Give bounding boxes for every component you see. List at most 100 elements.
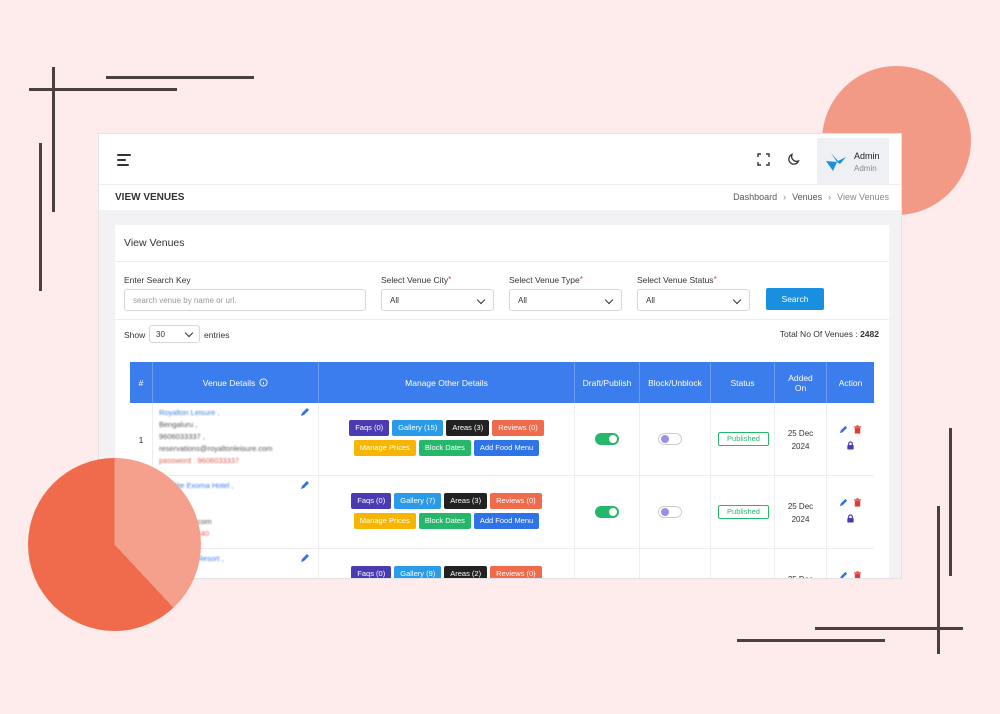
breadcrumb-venues[interactable]: Venues — [792, 192, 823, 202]
edit-pencil-icon[interactable] — [300, 407, 310, 417]
breadcrumb-dashboard[interactable]: Dashboard — [733, 192, 778, 202]
added-on-year: 2024 — [791, 514, 810, 524]
search-input[interactable]: search venue by name or url. — [124, 289, 366, 311]
edit-pencil-icon[interactable] — [839, 571, 848, 578]
row-index: 1 — [130, 403, 153, 476]
faqs-button[interactable]: Faqs (0) — [351, 493, 392, 509]
decor-line — [29, 88, 177, 91]
type-select-value: All — [518, 296, 527, 305]
info-icon[interactable] — [259, 378, 268, 387]
trash-icon[interactable] — [853, 425, 862, 434]
search-button[interactable]: Search — [766, 288, 824, 310]
areas-button[interactable]: Areas (2) — [444, 566, 488, 578]
decor-line — [949, 428, 952, 576]
manage-details-cell: Faqs (0) Gallery (9) Areas (2) Reviews (… — [319, 549, 575, 578]
added-on-day: 25 Dec — [787, 501, 814, 511]
col-action: Action — [838, 377, 863, 388]
add-food-menu-button[interactable]: Add Food Menu — [473, 440, 540, 456]
status-cell: Published — [711, 549, 775, 578]
entries-label: entries — [204, 330, 230, 340]
table-row: ...Club and Resort , Faqs (0) Gallery (9… — [130, 549, 874, 578]
reviews-button[interactable]: Reviews (0) — [490, 493, 542, 509]
venue-details-cell: Royalton Leisure , Bengaluru , 960603333… — [153, 403, 319, 476]
action-cell — [827, 476, 874, 549]
chevron-down-icon — [732, 295, 742, 305]
added-on-day: 25 Dec — [787, 428, 814, 438]
total-venues: Total No Of Venues : 2482 — [779, 329, 879, 339]
brand-bird-icon — [826, 153, 846, 171]
edit-pencil-icon[interactable] — [839, 425, 848, 434]
reviews-button[interactable]: Reviews (0) — [492, 420, 544, 436]
user-role: Admin — [854, 164, 877, 173]
status-select-value: All — [646, 296, 655, 305]
lock-icon[interactable] — [846, 441, 855, 450]
publish-toggle[interactable] — [595, 433, 619, 445]
city-select[interactable]: All — [381, 289, 494, 311]
block-dates-button[interactable]: Block Dates — [418, 440, 471, 456]
edit-pencil-icon[interactable] — [300, 553, 310, 563]
add-food-menu-button[interactable]: Add Food Menu — [473, 513, 540, 529]
areas-button[interactable]: Areas (3) — [444, 493, 488, 509]
edit-pencil-icon[interactable] — [300, 480, 310, 490]
manage-details-cell: Faqs (0) Gallery (15) Areas (3) Reviews … — [319, 403, 575, 476]
decor-pie — [28, 458, 201, 631]
gallery-button[interactable]: Gallery (9) — [394, 566, 442, 578]
entries-per-page-value: 30 — [156, 330, 165, 339]
search-label: Enter Search Key — [124, 275, 191, 285]
faqs-button[interactable]: Faqs (0) — [351, 566, 392, 578]
lock-icon[interactable] — [846, 514, 855, 523]
reviews-button[interactable]: Reviews (0) — [490, 566, 542, 578]
col-manage-other-details: Manage Other Details — [319, 362, 575, 403]
table-row: Paarlite Exoma Hotel , ...aluru , ...084… — [130, 476, 874, 549]
block-dates-button[interactable]: Block Dates — [418, 513, 471, 529]
breadcrumb: Dashboard › Venues › View Venues — [733, 192, 889, 202]
dark-mode-moon-icon[interactable] — [787, 152, 801, 166]
user-profile-menu[interactable]: Admin Admin — [817, 138, 889, 184]
publish-toggle[interactable] — [595, 506, 619, 518]
hamburger-menu-icon[interactable] — [117, 154, 131, 166]
type-select[interactable]: All — [509, 289, 622, 311]
manage-details-cell: Faqs (0) Gallery (7) Areas (3) Reviews (… — [319, 476, 575, 549]
col-index: # — [130, 362, 153, 403]
edit-pencil-icon[interactable] — [839, 498, 848, 507]
table-header: # Venue Details Manage Other Details Dra… — [130, 362, 874, 403]
table-row: 1 Royalton Leisure , Bengaluru , 9606033… — [130, 403, 874, 476]
col-added-on: Added On — [775, 362, 827, 403]
decor-line — [106, 76, 254, 79]
faqs-button[interactable]: Faqs (0) — [349, 420, 390, 436]
col-draft-publish: Draft/Publish — [575, 362, 640, 403]
status-cell: Published — [711, 403, 775, 476]
city-label: Select Venue City* — [381, 275, 452, 285]
status-badge: Published — [718, 432, 769, 446]
trash-icon[interactable] — [853, 498, 862, 507]
decor-line — [52, 67, 55, 212]
block-toggle[interactable] — [658, 506, 682, 518]
manage-prices-button[interactable]: Manage Prices — [353, 440, 416, 456]
decor-line — [39, 143, 42, 291]
chevron-down-icon — [476, 295, 486, 305]
status-cell: Published — [711, 476, 775, 549]
admin-app-window: Admin Admin VIEW VENUES Dashboard › Venues… — [99, 134, 901, 578]
draft-publish-cell — [575, 476, 640, 549]
venue-email: reservations@royaltonleisure.com — [159, 444, 273, 453]
venue-name[interactable]: Paarlite Exoma Hotel , — [159, 481, 234, 490]
divider — [115, 261, 889, 262]
venue-name[interactable]: Royalton Leisure , — [159, 408, 220, 417]
gallery-button[interactable]: Gallery (7) — [394, 493, 442, 509]
gallery-button[interactable]: Gallery (15) — [392, 420, 444, 436]
entries-per-page-select[interactable]: 30 — [149, 325, 200, 343]
manage-prices-button[interactable]: Manage Prices — [353, 513, 416, 529]
action-cell — [827, 549, 874, 578]
trash-icon[interactable] — [853, 571, 862, 578]
top-bar: Admin Admin — [99, 134, 901, 184]
status-select[interactable]: All — [637, 289, 750, 311]
areas-button[interactable]: Areas (3) — [446, 420, 490, 436]
search-placeholder: search venue by name or url. — [133, 296, 237, 305]
venue-password: password : 9606033337 — [159, 456, 240, 465]
block-toggle[interactable] — [658, 433, 682, 445]
type-label: Select Venue Type* — [509, 275, 583, 285]
fullscreen-icon[interactable] — [757, 153, 770, 166]
venue-city: Bengaluru , — [159, 420, 198, 429]
